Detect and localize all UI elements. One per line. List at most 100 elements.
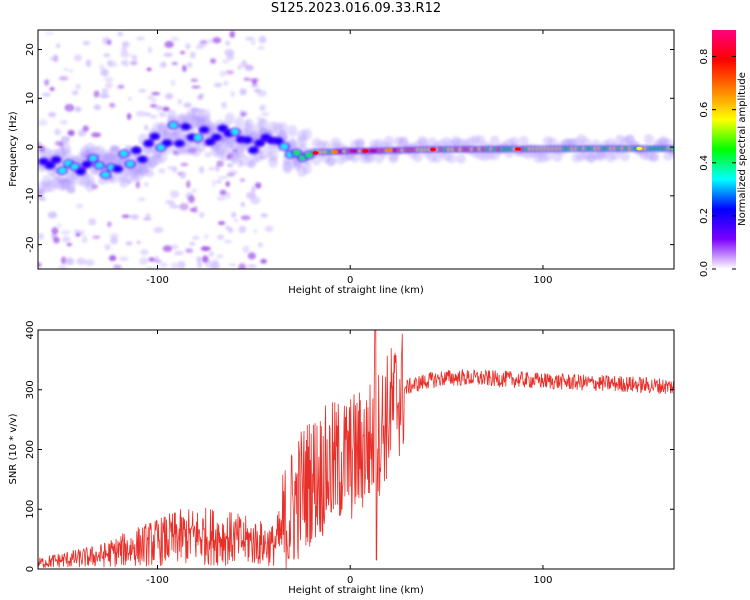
noise-speckle — [75, 83, 81, 90]
noise-speckle — [219, 70, 227, 78]
noise-speckle — [190, 78, 198, 83]
noise-speckle — [183, 102, 192, 108]
noise-speckle — [136, 36, 145, 41]
noise-speckle — [154, 255, 160, 263]
spectrogram-core — [157, 145, 165, 151]
noise-speckle — [198, 211, 205, 219]
noise-speckle — [82, 235, 88, 244]
noise-speckle — [93, 104, 101, 111]
noise-speckle — [233, 218, 239, 223]
spectrogram-core — [249, 147, 257, 153]
noise-speckle — [104, 244, 111, 251]
noise-speckle — [100, 68, 109, 77]
colorbar-label: Normalized spectral amplitude — [737, 72, 748, 226]
noise-speckle — [225, 181, 230, 187]
noise-speckle — [240, 215, 251, 221]
noise-speckle — [76, 257, 86, 266]
noise-speckle — [225, 70, 235, 75]
spectrogram-halo — [157, 151, 168, 164]
spectrogram-halo — [383, 135, 394, 146]
noise-speckle — [185, 43, 191, 50]
noise-speckle — [56, 223, 62, 228]
noise-speckle — [129, 54, 138, 58]
spectrogram-xlabel: Height of straight line (km) — [288, 285, 424, 296]
noise-speckle — [246, 264, 257, 268]
spectrogram-peak — [430, 147, 437, 152]
noise-speckle — [165, 93, 174, 100]
noise-speckle — [149, 115, 158, 119]
noise-speckle — [239, 178, 246, 182]
colorbar-tick-label: 0.6 — [699, 102, 710, 118]
noise-speckle — [91, 132, 102, 138]
spectrogram-halo — [518, 136, 529, 147]
spectrogram-core — [83, 161, 91, 167]
spectrogram-core — [89, 155, 97, 161]
noise-speckle — [208, 166, 215, 171]
noise-speckle — [99, 64, 105, 70]
spectrogram-core — [52, 157, 60, 163]
noise-speckle — [143, 182, 149, 187]
noise-speckle — [127, 96, 133, 101]
noise-speckle — [177, 171, 182, 176]
noise-speckle — [135, 110, 146, 117]
noise-speckle — [243, 77, 251, 82]
y-tick-label: -10 — [25, 188, 36, 204]
noise-speckle — [197, 261, 203, 269]
noise-speckle — [171, 61, 178, 66]
snr-marks — [38, 330, 674, 569]
noise-speckle — [191, 85, 201, 89]
noise-speckle — [260, 258, 267, 264]
noise-speckle — [198, 166, 205, 174]
spectrogram-core — [145, 140, 153, 146]
noise-speckle — [238, 225, 247, 234]
noise-speckle — [135, 181, 141, 189]
spectrogram-core — [206, 139, 214, 145]
spectrogram-halo — [234, 116, 245, 129]
noise-speckle — [54, 128, 61, 136]
spectrogram-halo — [456, 153, 467, 164]
spectrogram-peak — [385, 148, 392, 152]
noise-speckle — [199, 40, 208, 44]
noise-speckle — [109, 255, 117, 262]
noise-speckle — [145, 213, 151, 218]
noise-speckle — [238, 263, 247, 269]
spectrogram-core — [46, 163, 54, 169]
noise-speckle — [110, 237, 119, 245]
noise-speckle — [210, 261, 220, 269]
noise-speckle — [177, 98, 182, 105]
noise-speckle — [125, 241, 133, 246]
noise-speckle — [101, 88, 109, 94]
noise-speckle — [250, 83, 260, 89]
y-tick-label: 400 — [25, 320, 36, 339]
noise-speckle — [172, 166, 178, 173]
snr-ylabel: SNR (10 * v/v) — [8, 413, 19, 484]
noise-speckle — [148, 257, 156, 262]
noise-speckle — [258, 35, 267, 44]
noise-speckle — [229, 30, 236, 38]
noise-speckle — [38, 142, 41, 147]
noise-speckle — [217, 220, 226, 226]
noise-speckle — [197, 42, 208, 48]
noise-speckle — [109, 102, 116, 108]
noise-speckle — [113, 263, 118, 269]
spectrogram-core — [126, 161, 134, 167]
colorbar-tick-label: 0.4 — [699, 155, 710, 171]
noise-speckle — [151, 98, 158, 103]
noise-speckle — [146, 67, 152, 72]
noise-speckle — [126, 113, 132, 120]
noise-speckle — [147, 46, 153, 54]
noise-speckle — [209, 58, 217, 64]
spectrogram-halo — [509, 136, 520, 147]
y-tick-label: 0 — [25, 144, 36, 150]
spectrogram-core — [71, 164, 79, 170]
spectrogram-halo — [412, 152, 423, 163]
noise-speckle — [188, 195, 195, 204]
noise-speckle — [204, 152, 212, 158]
y-tick-label: 300 — [25, 380, 36, 399]
noise-speckle — [213, 82, 223, 88]
spectrogram-core — [670, 146, 674, 151]
noise-speckle — [162, 245, 173, 252]
noise-speckle — [180, 162, 189, 167]
